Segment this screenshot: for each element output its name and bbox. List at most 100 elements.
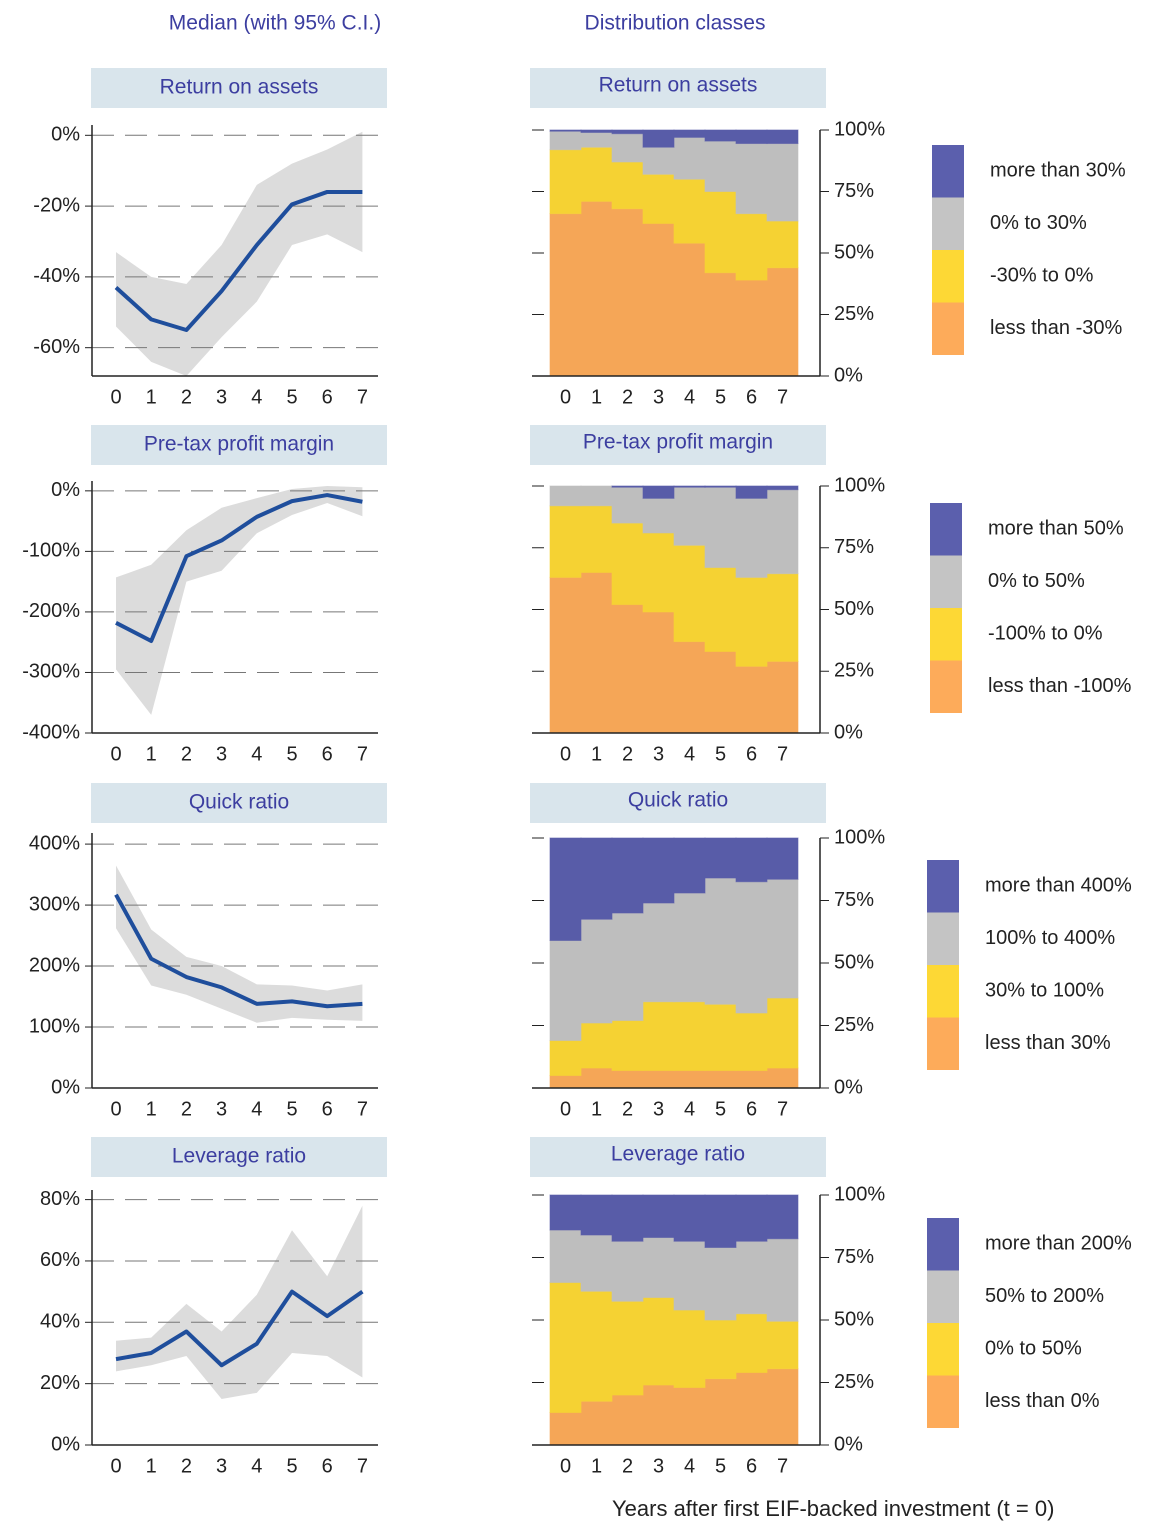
panel-title-box	[91, 1137, 387, 1177]
y-tick-label: 75%	[834, 1246, 874, 1268]
bar-segment	[704, 140, 737, 193]
bar-segment	[766, 878, 799, 999]
legend-swatch	[927, 912, 959, 965]
x-tick-label: 7	[777, 1098, 788, 1120]
x-tick-label: 1	[591, 1455, 602, 1477]
bar-segment	[735, 665, 768, 734]
y-tick-label: 25%	[834, 660, 874, 682]
x-tick-label: 4	[251, 1098, 262, 1120]
y-tick-label: 50%	[834, 1308, 874, 1330]
y-tick-label: 0%	[51, 1076, 80, 1098]
x-tick-label: 0	[560, 743, 571, 765]
bar-segment	[642, 1194, 675, 1238]
x-tick-label: 5	[715, 1098, 726, 1120]
x-tick-label: 0	[110, 1098, 121, 1120]
bar-segment	[766, 489, 799, 575]
x-tick-label: 1	[146, 1098, 157, 1120]
bar-segment	[580, 131, 613, 148]
bar-segment	[642, 1297, 675, 1386]
x-tick-label: 2	[622, 743, 633, 765]
x-tick-label: 6	[746, 1455, 757, 1477]
panel-title: Return on assets	[160, 76, 319, 99]
bar-segment	[735, 1194, 768, 1242]
bar-segment	[673, 892, 706, 1003]
x-tick-label: 4	[684, 743, 695, 765]
x-tick-label: 7	[777, 743, 788, 765]
x-tick-label: 5	[286, 743, 297, 765]
legend-label: 100% to 400%	[985, 927, 1115, 949]
legend-label: 0% to 50%	[985, 1337, 1082, 1359]
bar-segment	[580, 505, 613, 573]
bar-segment	[549, 485, 582, 507]
bar-segment	[673, 837, 706, 894]
bar-segment	[704, 877, 737, 1005]
x-tick-label: 2	[622, 386, 633, 408]
column-title: Distribution classes	[585, 12, 766, 35]
y-tick-label: 0%	[51, 1433, 80, 1455]
bar-segment	[611, 1020, 644, 1071]
x-tick-label: 0	[110, 1455, 121, 1477]
bar-segment	[673, 242, 706, 377]
legend-label: -30% to 0%	[990, 264, 1094, 286]
bar-segment	[673, 136, 706, 180]
bar-segment	[735, 881, 768, 1014]
x-axis-label: Years after first EIF-backed investment …	[612, 1496, 1054, 1521]
y-tick-label: 20%	[40, 1372, 80, 1394]
x-tick-label: 2	[181, 743, 192, 765]
bar-segment	[580, 485, 613, 507]
confidence-band	[116, 486, 363, 715]
legend-label: 50% to 200%	[985, 1285, 1104, 1307]
bar-segment	[611, 1240, 644, 1302]
bar-segment	[549, 576, 582, 734]
x-tick-label: 6	[746, 386, 757, 408]
y-tick-label: 50%	[834, 598, 874, 620]
bar-segment	[580, 146, 613, 202]
x-tick-label: 5	[715, 386, 726, 408]
x-tick-label: 2	[181, 386, 192, 408]
bar-segment	[766, 1368, 799, 1446]
y-tick-label: 100%	[834, 826, 885, 848]
bar-segment	[704, 1003, 737, 1071]
panel-title: Return on assets	[599, 74, 758, 97]
x-tick-label: 6	[322, 743, 333, 765]
x-tick-label: 5	[286, 1098, 297, 1120]
bar-segment	[704, 485, 737, 488]
y-tick-label: 25%	[834, 1014, 874, 1036]
x-tick-label: 4	[684, 386, 695, 408]
legend-label: more than 30%	[990, 159, 1126, 181]
bar-segment	[735, 279, 768, 377]
panel-title: Quick ratio	[189, 791, 289, 814]
bar-segment	[704, 486, 737, 569]
x-tick-label: 6	[746, 1098, 757, 1120]
bar-segment	[766, 485, 799, 491]
bar-segment	[580, 1194, 613, 1236]
bar-segment	[642, 173, 675, 224]
bar-segment	[549, 129, 582, 132]
y-tick-label: -40%	[33, 265, 80, 287]
bar-segment	[704, 1070, 737, 1089]
bar-segment	[611, 837, 644, 914]
x-tick-label: 2	[181, 1455, 192, 1477]
panel-title-box	[530, 68, 826, 108]
bar-segment	[611, 485, 644, 488]
bar-segment	[735, 1240, 768, 1315]
bar-segment	[642, 1237, 675, 1298]
bar-segment	[673, 485, 706, 488]
median-line	[114, 189, 363, 332]
y-tick-label: 40%	[40, 1311, 80, 1333]
legend-swatch	[927, 860, 959, 913]
y-tick-label: 0%	[51, 124, 80, 146]
bar-segment	[642, 129, 675, 148]
bar-segment	[673, 641, 706, 734]
bar-segment	[704, 272, 737, 377]
bar-segment	[735, 837, 768, 883]
y-tick-label: -400%	[22, 721, 80, 743]
bar-segment	[735, 1372, 768, 1446]
x-tick-label: 3	[653, 386, 664, 408]
legend-swatch	[932, 250, 964, 303]
x-tick-label: 3	[216, 386, 227, 408]
y-tick-label: -60%	[33, 336, 80, 358]
bar-segment	[642, 497, 675, 534]
x-tick-label: 1	[146, 743, 157, 765]
x-tick-label: 5	[286, 1455, 297, 1477]
